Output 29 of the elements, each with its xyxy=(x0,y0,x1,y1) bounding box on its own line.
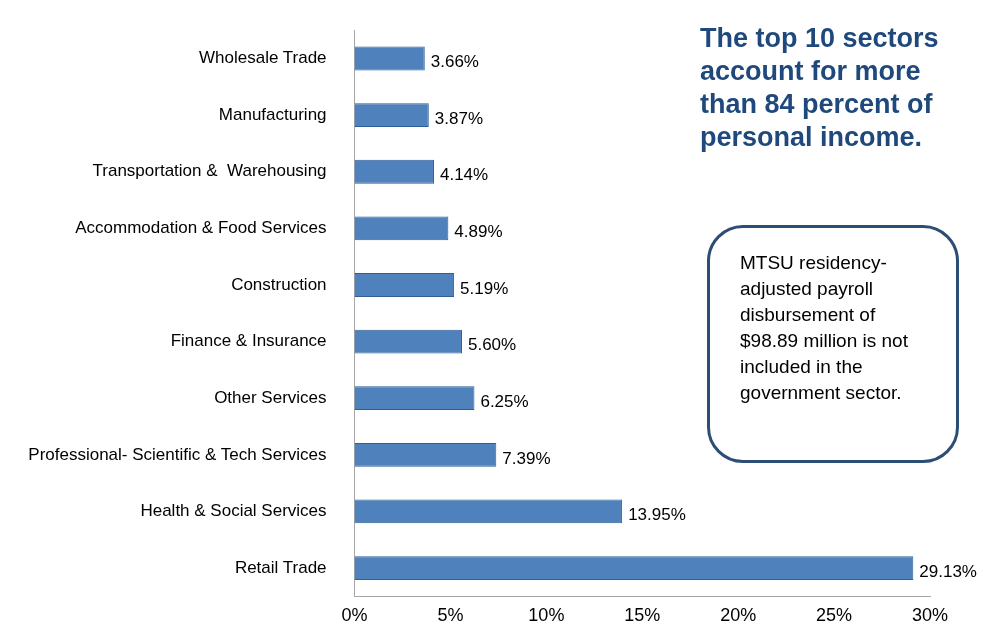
x-tick-label: 10% xyxy=(528,605,565,626)
data-label: 5.19% xyxy=(460,278,509,298)
data-label: 4.14% xyxy=(439,165,489,185)
x-tick-label: 0% xyxy=(341,605,368,626)
y-tick-label: Professional- Scientific & Tech Services xyxy=(28,444,327,464)
annotation: The top 10 sectors account for more than 84 percent of personal income. xyxy=(700,22,940,154)
x-tick-label: 20% xyxy=(720,605,757,626)
y-tick-label: Transportation & Warehousing xyxy=(92,161,327,181)
y-tick-label: Retail Trade xyxy=(234,557,327,577)
x-tick-label: 30% xyxy=(911,605,949,626)
data-label: 13.95% xyxy=(628,505,686,525)
y-tick-label: Wholesale Trade xyxy=(198,48,327,68)
y-tick-label: Construction xyxy=(231,274,327,294)
y-tick-label: Health & Social Services xyxy=(140,501,327,521)
y-tick-label: Other Services xyxy=(214,387,327,407)
y-tick-label: Manufacturing xyxy=(218,104,327,124)
data-label: 6.25% xyxy=(480,391,529,411)
x-tick-label: 25% xyxy=(816,605,853,626)
data-label: 5.60% xyxy=(467,335,517,355)
y-tick-label: Finance & Insurance xyxy=(170,331,327,351)
data-label: 4.89% xyxy=(454,222,503,242)
x-tick-label: 5% xyxy=(437,605,464,626)
data-label: 29.13% xyxy=(919,561,977,581)
x-tick-label: 15% xyxy=(624,605,661,626)
y-tick-label: Accommodation & Food Services xyxy=(75,218,327,238)
data-label: 3.87% xyxy=(434,108,483,128)
data-label: 3.66% xyxy=(430,52,479,72)
annotation: MTSU residency-adjusted payroll disbursement of $98.89 million is not included in the government sector. xyxy=(740,251,909,405)
data-label: 7.39% xyxy=(502,448,551,468)
